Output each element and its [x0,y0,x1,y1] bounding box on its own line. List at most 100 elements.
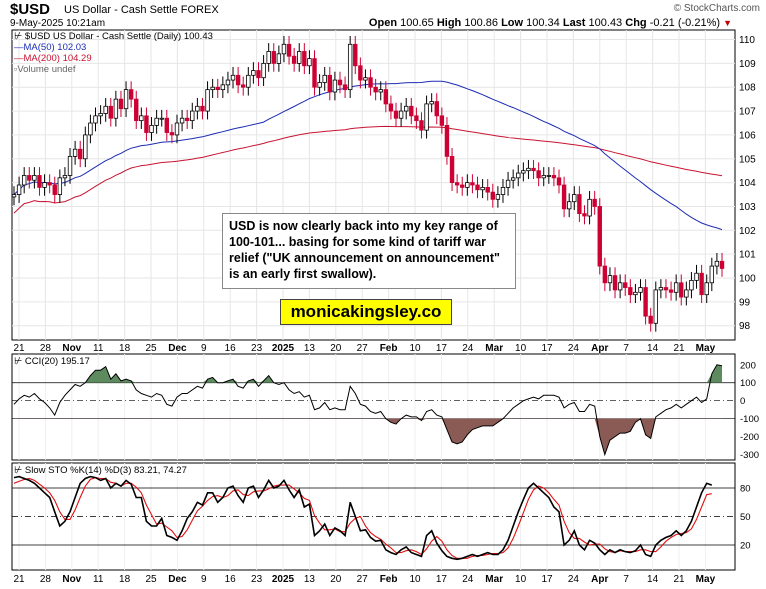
candle-body [174,122,180,136]
last-label: Last [562,17,586,29]
sto-x-tick: 16 [225,574,237,585]
sto-x-tick: 25 [145,574,157,585]
candle-body [11,194,17,198]
price-y-tick: 109 [739,59,756,70]
candle-body [648,315,653,324]
candle-body [454,182,460,186]
price-y-tick: 99 [739,297,751,308]
candle-body [424,103,429,131]
legend-volume-swatch-icon: ▫ [14,64,18,75]
candle-body [485,186,490,193]
sto-x-tick: Mar [485,574,503,585]
price-y-tick: 106 [739,130,756,141]
sto-x-tick: 28 [40,574,52,585]
candle-body [668,289,674,293]
candle-body [551,175,557,179]
sto-x-tick: 17 [541,574,553,585]
candle-body [684,289,689,298]
candle-body [505,179,511,188]
cci-title: ⊬ CCI(20) 195.17 [14,356,90,367]
price-y-tick: 105 [739,154,756,165]
candle-body [312,58,317,88]
candle-body [164,117,170,133]
candle-body [572,194,577,203]
legend-ma200-label: MA(200) 104.29 [23,53,92,64]
price-x-tick: 18 [119,343,131,354]
candle-body [465,182,470,188]
candle-body [57,177,63,195]
candle-body [251,70,256,76]
price-y-tick: 103 [739,202,756,213]
legend-ma200-swatch-icon: — [14,53,24,64]
candle-body [215,86,220,91]
cci-marker-icon: ⊬ [14,356,23,367]
ma200-line [13,125,723,214]
candle-body [149,124,154,133]
sto-x-tick: May [696,574,716,585]
candle-body [500,186,506,195]
candle-body [612,275,618,291]
low-label: Low [501,17,524,29]
candle-body [566,201,572,210]
candle-body [495,194,501,200]
sto-k-line [13,475,713,561]
price-x-tick: 2025 [272,343,295,354]
price-y-tick: 100 [739,274,756,285]
candle-body [536,170,541,179]
sto-x-tick: 2025 [272,574,295,585]
sto-x-tick: Feb [380,574,398,585]
candle-body [388,103,394,112]
candle-body [134,98,139,122]
price-x-tick: Dec [168,343,187,354]
sto-y-tick: 80 [740,484,751,495]
candle-body [658,287,664,291]
sto-x-tick: 11 [93,574,104,585]
candle-body [302,51,307,67]
stockcharts-watermark: © StockCharts.com [673,3,760,14]
candle-body [358,65,363,81]
candle-body [21,175,27,186]
candle-body [266,51,271,64]
candle-body [679,282,684,298]
price-x-tick: 7 [623,343,629,354]
price-x-tick: Nov [62,343,81,354]
candle-body [159,117,164,120]
price-y-tick: 107 [739,107,756,118]
candle-body [179,117,185,124]
price-x-tick: 23 [251,343,263,354]
price-x-tick: 10 [515,343,527,354]
candle-body [241,84,246,88]
sto-x-tick: 18 [119,574,131,585]
price-x-tick: 16 [225,343,237,354]
low-value: 100.34 [526,17,560,29]
sto-y-tick: 20 [740,541,751,552]
candle-body [419,120,424,131]
candle-body [602,265,608,284]
candle-body [704,282,709,296]
sto-x-tick: 14 [647,574,659,585]
candle-body [643,287,648,317]
cci-y-tick: 0 [740,396,745,407]
sto-x-tick: 20 [330,574,342,585]
sto-x-tick: 24 [568,574,580,585]
candle-body [597,206,602,267]
candle-body [694,272,699,281]
price-x-tick: 24 [568,343,580,354]
cci-oversold-fill [14,418,722,455]
price-y-tick: 104 [739,178,756,189]
candle-body [27,175,32,181]
candle-body [327,74,332,93]
candle-body [16,184,22,195]
candle-body [628,287,633,296]
candle-body [414,115,419,122]
cci-panel-frame [11,353,736,461]
candle-body [383,89,389,105]
candle-body [317,82,322,88]
change-label: Chg [625,17,647,29]
open-label: Open [368,17,398,29]
candle-body [393,110,399,119]
candle-body [98,113,103,117]
candle-body [546,175,552,177]
sto-marker-icon: ⊬ [14,465,23,476]
